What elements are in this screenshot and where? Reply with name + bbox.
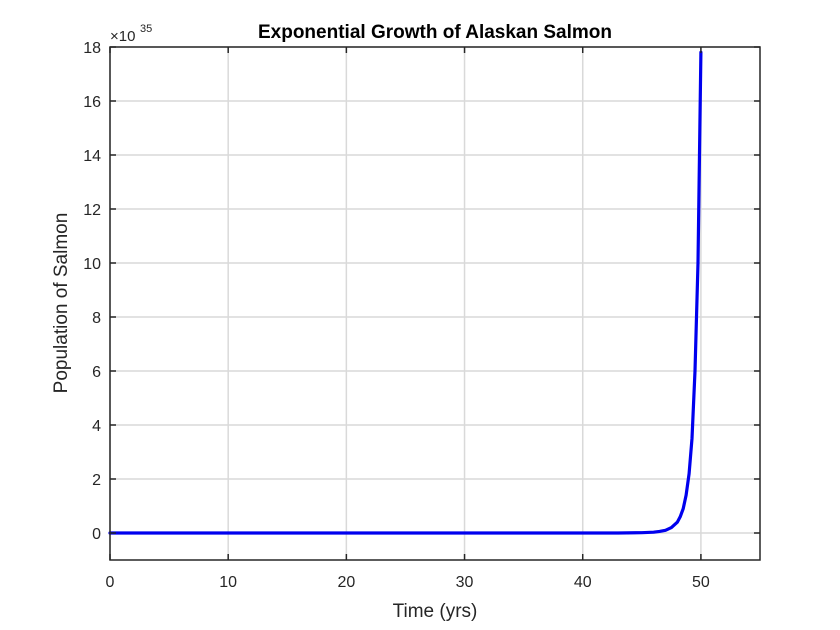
y-tick-label: 6	[92, 364, 101, 381]
chart-title: Exponential Growth of Alaskan Salmon	[258, 22, 612, 43]
y-tick-label: 8	[92, 310, 101, 327]
x-tick-label: 0	[106, 574, 115, 591]
y-axis-label: Population of Salmon	[51, 213, 72, 394]
plot-area	[110, 47, 760, 560]
x-tick-label: 40	[574, 574, 592, 591]
plot-border	[109, 46, 761, 561]
y-tick-label: 14	[83, 148, 101, 165]
y-tick-label: 12	[83, 202, 101, 219]
x-axis-label: Time (yrs)	[393, 601, 478, 622]
y-tick-label: 16	[83, 94, 101, 111]
y-tick-label: 10	[83, 256, 101, 273]
y-tick-label: 18	[83, 40, 101, 57]
tick-marks	[109, 46, 760, 560]
x-tick-label: 10	[219, 574, 237, 591]
series-line-0	[108, 50, 703, 535]
x-tick-label: 30	[456, 574, 474, 591]
series-layer	[108, 50, 703, 535]
x-tick-labels: 0 10 20 30 40 50	[106, 574, 710, 591]
y-tick-labels: 0 2 4 6 8 10 12 14 16 18	[83, 40, 101, 543]
y-scale-multiplier: ×10	[110, 28, 135, 45]
x-tick-label: 50	[692, 574, 710, 591]
y-tick-label: 2	[92, 472, 101, 489]
y-scale-exponent: 35	[140, 23, 152, 35]
y-tick-label: 4	[92, 418, 101, 435]
x-tick-label: 20	[337, 574, 355, 591]
y-tick-label: 0	[92, 526, 101, 543]
grid	[109, 46, 760, 560]
